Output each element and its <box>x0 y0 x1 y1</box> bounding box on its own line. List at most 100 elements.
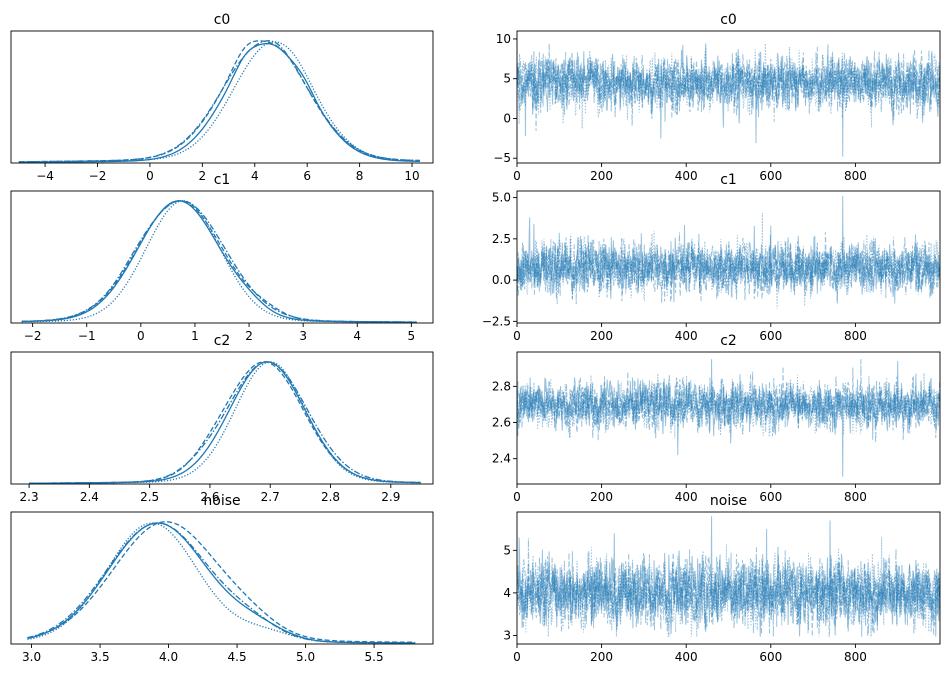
trace-line-chain-3 <box>517 232 940 303</box>
trace-line-chain-2 <box>517 212 940 309</box>
x-tick-label: 2.7 <box>261 490 280 504</box>
axes-frame <box>516 30 941 164</box>
x-tick-label: 5.5 <box>365 650 384 664</box>
subplot-title: c1 <box>720 172 737 188</box>
x-tick-label: 0 <box>513 329 521 343</box>
x-tick-label: −4 <box>36 169 54 183</box>
x-tick-label: 0 <box>513 169 521 183</box>
x-tick-label: 4.0 <box>159 650 178 664</box>
subplot-density-noise: 3.0 3.5 4.0 4.5 5.0 5.5 noise <box>10 493 434 664</box>
density-line-chain-3 <box>29 361 421 484</box>
y-tick-label: 0.0 <box>492 273 511 287</box>
density-line-chain-3 <box>21 200 417 323</box>
x-tick-label: 3.5 <box>91 650 110 664</box>
trace-line-chain-2 <box>517 373 940 439</box>
subplot-density-c2: 2.3 2.4 2.5 2.6 2.7 2.8 2.9 c2 <box>10 333 434 504</box>
x-tick-label: 600 <box>759 490 782 504</box>
plot-area <box>517 43 940 157</box>
trace-line-chain-1 <box>517 232 940 305</box>
x-tick-label: 10 <box>404 169 419 183</box>
x-tick-label: 0 <box>513 650 521 664</box>
subplot-trace-c2: 0 200 400 600 800 2.4 2.6 2.8 c2 <box>492 333 941 504</box>
axes-frame <box>516 190 941 324</box>
y-tick-label: 2.6 <box>492 416 511 430</box>
subplot-title: c2 <box>720 333 737 349</box>
x-tick-label: 1 <box>191 329 199 343</box>
x-tick-label: −2 <box>24 329 42 343</box>
x-tick-label: 4.5 <box>228 650 247 664</box>
trace-line-chain-3 <box>517 538 940 637</box>
subplot-title: c1 <box>214 172 231 188</box>
y-tick-label: 2.8 <box>492 379 511 393</box>
axes-frame <box>516 351 941 485</box>
x-tick-label: 2 <box>245 329 253 343</box>
y-tick-label: 10 <box>496 32 511 46</box>
plot-area <box>21 200 417 323</box>
density-line-chain-2 <box>21 200 417 323</box>
x-tick-label: 5.0 <box>296 650 315 664</box>
x-tick-label: 800 <box>844 490 867 504</box>
x-tick-label: 3.0 <box>22 650 41 664</box>
subplot-title: c0 <box>720 12 737 28</box>
plot-area <box>29 361 421 484</box>
y-tick-label: 2.4 <box>492 452 511 466</box>
density-line-chain-1 <box>27 521 416 643</box>
x-tick-label: 2 <box>199 169 207 183</box>
x-tick-label: 2.9 <box>381 490 400 504</box>
trace-line-chain-0 <box>517 43 940 157</box>
plot-area <box>18 40 420 163</box>
axes-frame <box>10 351 434 485</box>
x-tick-label: 3 <box>299 329 307 343</box>
x-tick-label: 5 <box>408 329 416 343</box>
trace-line-chain-3 <box>517 359 940 443</box>
y-tick-label: 0 <box>503 111 511 125</box>
subplot-density-c1: −2 −1 0 1 2 3 4 5 c1 <box>10 172 434 343</box>
x-tick-label: 400 <box>675 329 698 343</box>
y-tick-label: 4 <box>503 586 511 600</box>
trace-line-chain-3 <box>517 46 940 126</box>
x-tick-label: 800 <box>844 329 867 343</box>
x-tick-label: 4 <box>353 329 361 343</box>
y-tick-label: 5 <box>503 543 511 557</box>
trace-line-chain-1 <box>517 366 940 441</box>
axes-frame <box>10 511 434 645</box>
trace-line-chain-1 <box>517 43 940 131</box>
subplot-trace-noise: 0 200 400 600 800 3 4 5 noise <box>503 493 941 664</box>
x-tick-label: 200 <box>590 329 613 343</box>
x-tick-label: −2 <box>89 169 107 183</box>
x-tick-label: 2.8 <box>321 490 340 504</box>
y-tick-label: 3 <box>503 628 511 642</box>
axes-frame <box>10 190 434 324</box>
x-tick-label: 400 <box>675 650 698 664</box>
x-tick-label: −1 <box>78 329 96 343</box>
x-tick-label: 600 <box>759 169 782 183</box>
subplot-trace-c1: 0 200 400 600 800 −2.5 0.0 2.5 5.0 c1 <box>482 172 941 343</box>
x-tick-label: 0 <box>137 329 145 343</box>
x-tick-label: 2.6 <box>200 490 219 504</box>
trace-line-chain-2 <box>517 43 940 129</box>
density-line-chain-3 <box>18 40 420 163</box>
subplot-title: c2 <box>214 333 231 349</box>
density-line-chain-3 <box>27 522 416 644</box>
trace-line-chain-0 <box>517 516 940 637</box>
x-tick-label: 200 <box>590 650 613 664</box>
x-tick-label: 200 <box>590 169 613 183</box>
y-tick-label: 5 <box>503 72 511 86</box>
subplot-title: noise <box>203 493 240 509</box>
y-tick-label: −5 <box>493 151 511 165</box>
subplot-title: c0 <box>214 12 231 28</box>
y-tick-label: 2.5 <box>492 232 511 246</box>
subplot-title: noise <box>710 493 747 509</box>
axes-frame <box>516 511 941 645</box>
density-line-chain-0 <box>29 361 421 484</box>
subplot-density-c0: −4 −2 0 2 4 6 8 10 c0 <box>10 12 434 183</box>
x-tick-label: 600 <box>759 650 782 664</box>
x-tick-label: 800 <box>844 650 867 664</box>
trace-line-chain-0 <box>517 195 940 304</box>
x-tick-label: 2.4 <box>80 490 99 504</box>
plot-area <box>517 359 940 477</box>
x-tick-label: 6 <box>303 169 311 183</box>
